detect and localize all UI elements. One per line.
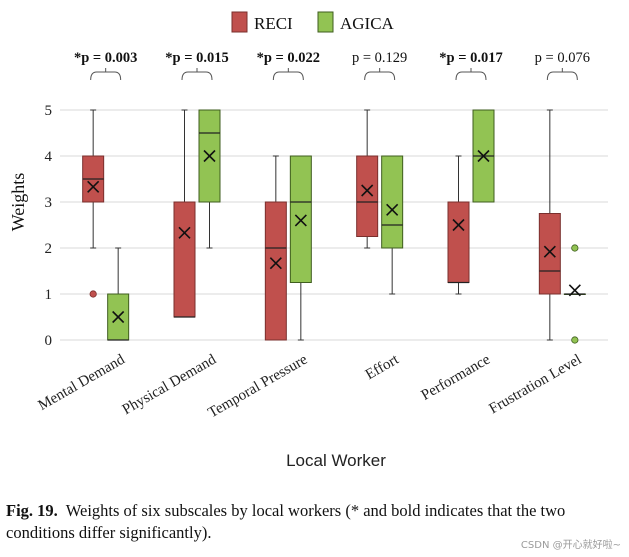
legend-swatch (231, 11, 248, 33)
p-value-label: p = 0.129 (352, 50, 407, 66)
significance-bracket (90, 68, 122, 81)
figure-caption: Fig. 19. Weights of six subscales by loc… (6, 500, 626, 544)
box-1-1 (198, 109, 221, 249)
y-axis-label: Weights (8, 173, 28, 232)
y-tick-label: 2 (45, 241, 53, 257)
box-0-0 (82, 109, 105, 298)
y-tick-label: 3 (45, 195, 53, 211)
y-tick-label: 4 (45, 149, 53, 165)
box-1-4 (472, 109, 495, 203)
y-tick-label: 0 (45, 333, 53, 349)
mean-marker (477, 149, 490, 163)
p-value-label: *p = 0.003 (74, 50, 137, 66)
x-tick-label: Temporal Pressure (205, 351, 310, 421)
box-0-4 (447, 155, 470, 295)
y-tick-labels: 0 1 2 3 4 5 (45, 103, 53, 349)
p-value-label: *p = 0.017 (439, 50, 502, 66)
box-iqr (289, 155, 312, 283)
mean-marker (543, 245, 556, 258)
x-tick-label: Effort (363, 351, 403, 383)
x-tick-label: Mental Demand (36, 351, 128, 414)
box-0-1 (173, 109, 196, 318)
significance-bracket (455, 68, 487, 81)
mean-marker (386, 203, 399, 216)
box-1-5 (563, 244, 586, 344)
legend-label: AGICA (340, 14, 395, 33)
outlier-point (89, 290, 97, 298)
box-0-5 (538, 109, 561, 341)
x-tick-label: Performance (419, 351, 494, 403)
p-value-label: p = 0.076 (535, 50, 590, 66)
x-tick-label: Frustration Level (486, 352, 584, 418)
legend-swatch (317, 11, 334, 33)
box-1-0 (107, 247, 130, 341)
p-value-label: *p = 0.015 (165, 50, 228, 66)
caption-text: Weights of six subscales by local worker… (6, 501, 566, 542)
mean-marker (112, 310, 125, 324)
box-iqr (447, 201, 470, 283)
box-iqr (264, 201, 287, 341)
y-tick-label: 5 (45, 103, 53, 119)
mean-marker (452, 218, 465, 232)
box-0-3 (356, 109, 379, 249)
outlier-point (571, 336, 579, 344)
box-0-2 (264, 155, 287, 341)
mean-marker (87, 180, 100, 193)
x-axis-label: Local Worker (286, 451, 386, 470)
gridlines (60, 109, 608, 341)
x-tick-label: Physical Demand (120, 351, 220, 418)
mean-marker (294, 214, 307, 227)
p-value-annotations: *p = 0.003 *p = 0.015 *p = 0.022 p = 0.129 *… (74, 50, 590, 81)
box-iqr (381, 155, 404, 249)
significance-bracket (272, 68, 304, 81)
outlier-point (571, 244, 579, 252)
box-1-2 (289, 155, 312, 341)
box-iqr (356, 155, 379, 237)
p-value-label: *p = 0.022 (257, 50, 320, 66)
mean-marker (568, 284, 581, 297)
mean-marker (178, 226, 191, 239)
figure-label: Fig. 19. (6, 501, 58, 520)
mean-marker (203, 149, 216, 163)
significance-bracket (364, 68, 396, 81)
box-iqr (173, 201, 196, 318)
mean-marker (269, 257, 282, 270)
significance-bracket (546, 68, 578, 81)
box-iqr (538, 213, 561, 295)
mean-marker (361, 184, 374, 197)
y-tick-label: 1 (45, 287, 53, 303)
box-series (82, 109, 586, 344)
legend: RECI AGICA (231, 11, 395, 33)
watermark: CSDN @开心就好啦~ (520, 540, 621, 551)
legend-label: RECI (254, 14, 293, 33)
significance-bracket (181, 68, 213, 81)
box-1-3 (381, 155, 404, 295)
